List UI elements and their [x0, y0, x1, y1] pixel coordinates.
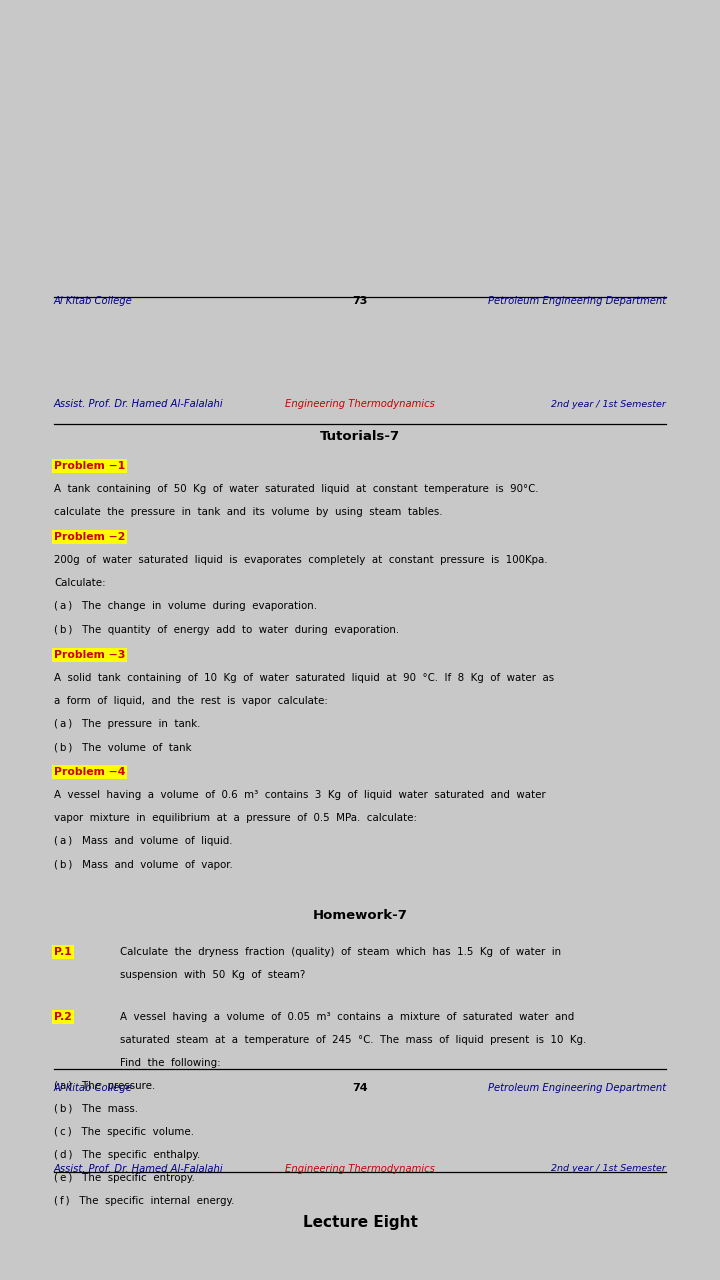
- Text: vapor  mixture  in  equilibrium  at  a  pressure  of  0.5  MPa.  calculate:: vapor mixture in equilibrium at a pressu…: [54, 813, 417, 823]
- Text: Calculate:: Calculate:: [54, 579, 106, 589]
- Text: ( b )   The  quantity  of  energy  add  to  water  during  evaporation.: ( b ) The quantity of energy add to wate…: [54, 625, 399, 635]
- Text: P.2: P.2: [54, 1011, 72, 1021]
- Text: ( a )   The  pressure  in  tank.: ( a ) The pressure in tank.: [54, 719, 200, 730]
- Text: Engineering Thermodynamics: Engineering Thermodynamics: [285, 399, 435, 410]
- Text: Problem −3: Problem −3: [54, 650, 125, 660]
- Text: a  form  of  liquid,  and  the  rest  is  vapor  calculate:: a form of liquid, and the rest is vapor …: [54, 696, 328, 707]
- Text: Problem −4: Problem −4: [54, 767, 125, 777]
- Text: Tutorials-7: Tutorials-7: [320, 430, 400, 443]
- Text: Problem −1: Problem −1: [54, 461, 125, 471]
- Text: ( d )   The  specific  enthalpy.: ( d ) The specific enthalpy.: [54, 1149, 200, 1160]
- Text: Al Kitab College: Al Kitab College: [54, 296, 132, 306]
- Text: 73: 73: [352, 296, 368, 306]
- Text: Calculate  the  dryness  fraction  (quality)  of  steam  which  has  1.5  Kg  of: Calculate the dryness fraction (quality)…: [120, 947, 562, 957]
- Text: Al Kitab College: Al Kitab College: [54, 1083, 132, 1093]
- Text: Assist. Prof. Dr. Hamed Al-Falalahi: Assist. Prof. Dr. Hamed Al-Falalahi: [54, 1164, 224, 1174]
- Text: A  tank  containing  of  50  Kg  of  water  saturated  liquid  at  constant  tem: A tank containing of 50 Kg of water satu…: [54, 484, 539, 494]
- Text: Problem −2: Problem −2: [54, 532, 125, 543]
- Text: Lecture Eight: Lecture Eight: [302, 1215, 418, 1230]
- Text: 200g  of  water  saturated  liquid  is  evaporates  completely  at  constant  pr: 200g of water saturated liquid is evapor…: [54, 556, 547, 566]
- Text: 74: 74: [352, 1083, 368, 1093]
- Text: saturated  steam  at  a  temperature  of  245  °C.  The  mass  of  liquid  prese: saturated steam at a temperature of 245 …: [120, 1034, 587, 1044]
- Text: ( b )   The  volume  of  tank: ( b ) The volume of tank: [54, 742, 192, 753]
- Text: A  vessel  having  a  volume  of  0.6  m³  contains  3  Kg  of  liquid  water  s: A vessel having a volume of 0.6 m³ conta…: [54, 790, 546, 800]
- Text: ( a )   The  pressure.: ( a ) The pressure.: [54, 1080, 156, 1091]
- Text: Assist. Prof. Dr. Hamed Al-Falalahi: Assist. Prof. Dr. Hamed Al-Falalahi: [54, 399, 224, 410]
- Text: Find  the  following:: Find the following:: [120, 1057, 221, 1068]
- Text: 2nd year / 1st Semester: 2nd year / 1st Semester: [552, 399, 666, 410]
- Text: 2nd year / 1st Semester: 2nd year / 1st Semester: [552, 1165, 666, 1174]
- Text: ( c )   The  specific  volume.: ( c ) The specific volume.: [54, 1126, 194, 1137]
- Text: Engineering Thermodynamics: Engineering Thermodynamics: [285, 1164, 435, 1174]
- Text: suspension  with  50  Kg  of  steam?: suspension with 50 Kg of steam?: [120, 970, 306, 980]
- Text: Petroleum Engineering Department: Petroleum Engineering Department: [488, 296, 666, 306]
- Text: ( a )   Mass  and  volume  of  liquid.: ( a ) Mass and volume of liquid.: [54, 836, 233, 846]
- Text: A  solid  tank  containing  of  10  Kg  of  water  saturated  liquid  at  90  °C: A solid tank containing of 10 Kg of wate…: [54, 673, 554, 684]
- Text: Petroleum Engineering Department: Petroleum Engineering Department: [488, 1083, 666, 1093]
- Text: ( a )   The  change  in  volume  during  evaporation.: ( a ) The change in volume during evapor…: [54, 602, 317, 612]
- Text: ( b )   Mass  and  volume  of  vapor.: ( b ) Mass and volume of vapor.: [54, 859, 233, 869]
- Text: Homework-7: Homework-7: [312, 909, 408, 922]
- Text: A  vessel  having  a  volume  of  0.05  m³  contains  a  mixture  of  saturated : A vessel having a volume of 0.05 m³ cont…: [120, 1011, 575, 1021]
- Text: calculate  the  pressure  in  tank  and  its  volume  by  using  steam  tables.: calculate the pressure in tank and its v…: [54, 507, 443, 517]
- Text: P.1: P.1: [54, 947, 72, 957]
- Text: ( f )   The  specific  internal  energy.: ( f ) The specific internal energy.: [54, 1196, 234, 1206]
- Text: ( b )   The  mass.: ( b ) The mass.: [54, 1103, 138, 1114]
- Text: ( e )   The  specific  entropy.: ( e ) The specific entropy.: [54, 1172, 194, 1183]
